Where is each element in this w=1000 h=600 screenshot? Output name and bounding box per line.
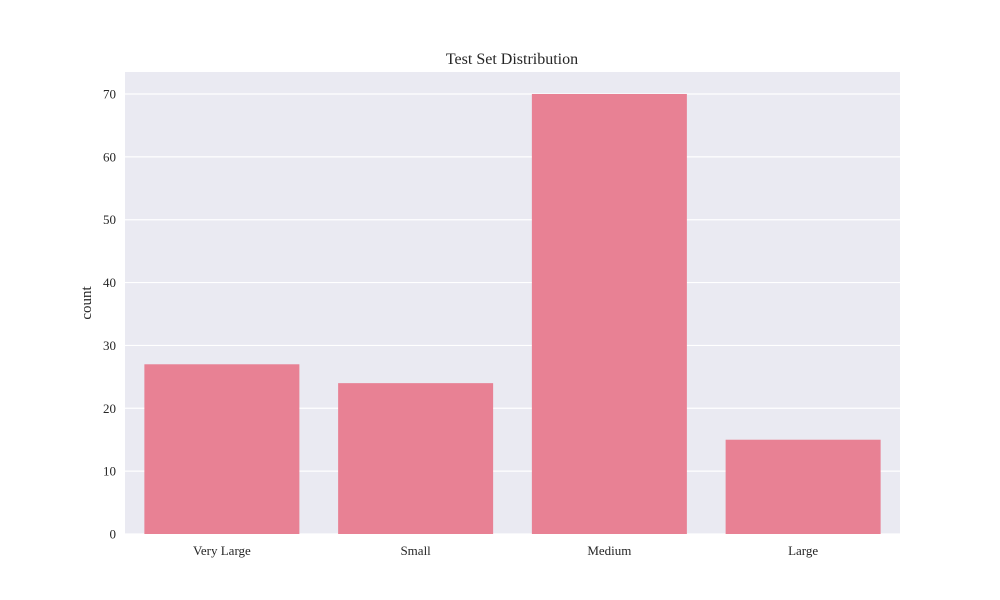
y-tick-label: 40 (103, 275, 116, 290)
y-tick-label: 60 (103, 149, 116, 164)
y-axis-ticks: 0 10 20 30 40 50 60 70 (103, 87, 116, 542)
bar-very-large (144, 364, 300, 534)
bar-large (725, 439, 881, 534)
y-tick-label: 0 (110, 527, 117, 542)
x-axis-ticks: Very Large Small Medium Large (193, 543, 818, 558)
bars (144, 94, 881, 534)
y-tick-label: 30 (103, 338, 116, 353)
y-tick-label: 10 (103, 464, 116, 479)
y-tick-label: 50 (103, 212, 116, 227)
bar-medium (531, 94, 687, 534)
chart-title: Test Set Distribution (446, 51, 578, 68)
y-tick-label: 70 (103, 87, 116, 102)
x-tick-label: Small (400, 543, 431, 558)
x-tick-label: Large (788, 543, 818, 558)
y-tick-label: 20 (103, 401, 116, 416)
x-tick-label: Medium (587, 543, 631, 558)
bar-small (338, 383, 494, 534)
y-axis-label: count (79, 286, 95, 320)
x-tick-label: Very Large (193, 543, 251, 558)
